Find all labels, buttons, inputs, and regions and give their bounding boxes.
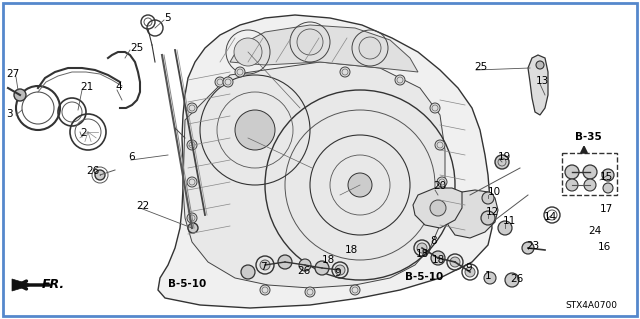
Circle shape [417,243,427,253]
Circle shape [234,38,262,66]
Text: 4: 4 [115,82,122,92]
Circle shape [278,255,292,269]
Circle shape [435,213,445,223]
Text: B-5-10: B-5-10 [168,279,206,289]
Polygon shape [12,279,32,291]
Text: 25: 25 [474,62,487,72]
Polygon shape [230,25,418,72]
Text: 19: 19 [498,152,511,162]
Circle shape [481,211,495,225]
Text: 7: 7 [260,262,267,272]
Text: 20: 20 [433,181,446,191]
Circle shape [395,75,405,85]
Circle shape [536,61,544,69]
Circle shape [602,169,614,181]
Circle shape [297,29,323,55]
Text: 16: 16 [598,242,611,252]
Bar [562,153,617,195]
Circle shape [241,265,255,279]
Circle shape [505,273,519,287]
Circle shape [437,177,447,187]
Text: 18: 18 [432,255,445,265]
Circle shape [583,165,597,179]
Circle shape [566,179,578,191]
Circle shape [305,287,315,297]
Circle shape [335,265,345,275]
Circle shape [522,242,534,254]
Text: 18: 18 [345,245,358,255]
Text: 15: 15 [600,172,613,182]
Text: 5: 5 [164,13,171,23]
Polygon shape [446,190,498,238]
Circle shape [495,155,509,169]
Text: 17: 17 [600,204,613,214]
Circle shape [187,103,197,113]
Text: 22: 22 [136,201,149,211]
Text: 26: 26 [297,266,310,276]
Circle shape [315,261,329,275]
Text: 10: 10 [488,187,501,197]
Circle shape [348,173,372,197]
Text: 1: 1 [485,271,492,281]
Text: 26: 26 [86,166,99,176]
Text: 24: 24 [588,226,601,236]
Polygon shape [528,55,548,115]
Circle shape [299,259,311,271]
Text: 13: 13 [536,76,549,86]
Text: 14: 14 [544,212,557,222]
Circle shape [359,37,381,59]
Text: 8: 8 [430,236,436,246]
Text: 6: 6 [128,152,134,162]
Circle shape [430,200,446,216]
Text: 23: 23 [526,241,540,251]
Circle shape [95,170,105,180]
Circle shape [565,165,579,179]
Circle shape [430,103,440,113]
Circle shape [340,67,350,77]
Text: 18: 18 [322,255,335,265]
Text: 3: 3 [6,109,13,119]
Circle shape [350,285,360,295]
Text: FR.: FR. [42,278,65,291]
Circle shape [482,192,494,204]
Circle shape [498,221,512,235]
Circle shape [431,251,445,265]
Text: 25: 25 [130,43,143,53]
Text: 2: 2 [80,128,86,138]
Circle shape [260,285,270,295]
Circle shape [584,179,596,191]
Circle shape [187,140,197,150]
Text: 18: 18 [416,249,429,259]
Polygon shape [158,15,492,308]
Polygon shape [413,188,462,228]
Text: 26: 26 [510,274,524,284]
Circle shape [235,110,275,150]
Circle shape [187,177,197,187]
Circle shape [223,77,233,87]
Text: 9: 9 [465,263,472,273]
Circle shape [484,272,496,284]
Text: 21: 21 [80,82,93,92]
Polygon shape [183,62,445,288]
Circle shape [215,77,225,87]
Text: 27: 27 [6,69,19,79]
Circle shape [187,213,197,223]
Text: 12: 12 [486,207,499,217]
Circle shape [603,183,613,193]
Text: B-5-10: B-5-10 [405,272,444,282]
Circle shape [260,260,270,270]
Circle shape [435,140,445,150]
Text: 11: 11 [503,216,516,226]
Circle shape [465,267,475,277]
Text: 9: 9 [334,268,340,278]
Text: B-35: B-35 [575,132,602,142]
Circle shape [188,223,198,233]
Text: STX4A0700: STX4A0700 [565,300,617,309]
Circle shape [235,67,245,77]
Circle shape [14,89,26,101]
Circle shape [450,257,460,267]
